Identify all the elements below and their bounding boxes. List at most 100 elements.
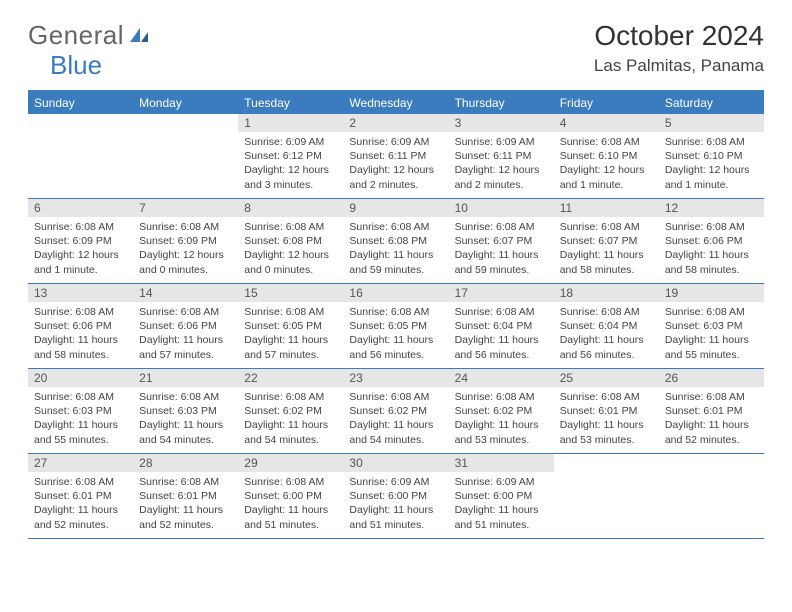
day-cell: 23Sunrise: 6:08 AM Sunset: 6:02 PM Dayli… [343,369,448,453]
day-number: 23 [343,369,448,387]
day-text: Sunrise: 6:08 AM Sunset: 6:03 PM Dayligh… [659,302,764,368]
day-number: 31 [449,454,554,472]
day-number: 22 [238,369,343,387]
day-text: Sunrise: 6:08 AM Sunset: 6:01 PM Dayligh… [28,472,133,538]
day-cell [133,114,238,198]
day-text [659,458,764,467]
day-number: 1 [238,114,343,132]
day-number: 30 [343,454,448,472]
weekday-sat: Saturday [659,92,764,114]
weeks-container: 1Sunrise: 6:09 AM Sunset: 6:12 PM Daylig… [28,114,764,539]
day-cell [659,454,764,538]
day-cell: 10Sunrise: 6:08 AM Sunset: 6:07 PM Dayli… [449,199,554,283]
day-text: Sunrise: 6:08 AM Sunset: 6:01 PM Dayligh… [133,472,238,538]
day-cell: 18Sunrise: 6:08 AM Sunset: 6:04 PM Dayli… [554,284,659,368]
day-cell: 25Sunrise: 6:08 AM Sunset: 6:01 PM Dayli… [554,369,659,453]
day-number: 2 [343,114,448,132]
day-cell: 30Sunrise: 6:09 AM Sunset: 6:00 PM Dayli… [343,454,448,538]
logo-sail-icon [128,20,150,51]
day-text: Sunrise: 6:08 AM Sunset: 6:02 PM Dayligh… [343,387,448,453]
day-text: Sunrise: 6:08 AM Sunset: 6:02 PM Dayligh… [238,387,343,453]
day-text [554,458,659,467]
day-number: 8 [238,199,343,217]
day-text: Sunrise: 6:08 AM Sunset: 6:10 PM Dayligh… [659,132,764,198]
day-number: 24 [449,369,554,387]
day-cell: 31Sunrise: 6:09 AM Sunset: 6:00 PM Dayli… [449,454,554,538]
day-number: 20 [28,369,133,387]
day-cell: 7Sunrise: 6:08 AM Sunset: 6:09 PM Daylig… [133,199,238,283]
day-number: 13 [28,284,133,302]
day-text: Sunrise: 6:08 AM Sunset: 6:05 PM Dayligh… [238,302,343,368]
weekday-tue: Tuesday [238,92,343,114]
day-cell: 19Sunrise: 6:08 AM Sunset: 6:03 PM Dayli… [659,284,764,368]
week-row: 1Sunrise: 6:09 AM Sunset: 6:12 PM Daylig… [28,114,764,199]
day-text: Sunrise: 6:08 AM Sunset: 6:05 PM Dayligh… [343,302,448,368]
day-text: Sunrise: 6:09 AM Sunset: 6:00 PM Dayligh… [343,472,448,538]
day-cell: 6Sunrise: 6:08 AM Sunset: 6:09 PM Daylig… [28,199,133,283]
day-text: Sunrise: 6:08 AM Sunset: 6:06 PM Dayligh… [28,302,133,368]
day-text: Sunrise: 6:08 AM Sunset: 6:00 PM Dayligh… [238,472,343,538]
day-text: Sunrise: 6:08 AM Sunset: 6:08 PM Dayligh… [343,217,448,283]
day-cell: 21Sunrise: 6:08 AM Sunset: 6:03 PM Dayli… [133,369,238,453]
day-text: Sunrise: 6:08 AM Sunset: 6:07 PM Dayligh… [449,217,554,283]
week-row: 20Sunrise: 6:08 AM Sunset: 6:03 PM Dayli… [28,369,764,454]
day-cell: 12Sunrise: 6:08 AM Sunset: 6:06 PM Dayli… [659,199,764,283]
day-text [133,118,238,127]
day-cell: 4Sunrise: 6:08 AM Sunset: 6:10 PM Daylig… [554,114,659,198]
day-text: Sunrise: 6:09 AM Sunset: 6:12 PM Dayligh… [238,132,343,198]
day-number: 3 [449,114,554,132]
day-number: 4 [554,114,659,132]
day-number: 21 [133,369,238,387]
weekday-fri: Friday [554,92,659,114]
day-number: 5 [659,114,764,132]
day-number: 29 [238,454,343,472]
day-text: Sunrise: 6:09 AM Sunset: 6:00 PM Dayligh… [449,472,554,538]
day-cell [554,454,659,538]
day-number: 28 [133,454,238,472]
day-text: Sunrise: 6:08 AM Sunset: 6:04 PM Dayligh… [554,302,659,368]
day-text: Sunrise: 6:08 AM Sunset: 6:10 PM Dayligh… [554,132,659,198]
day-number: 27 [28,454,133,472]
day-cell: 26Sunrise: 6:08 AM Sunset: 6:01 PM Dayli… [659,369,764,453]
logo-text-1: General [28,20,124,51]
calendar: Sunday Monday Tuesday Wednesday Thursday… [28,90,764,539]
day-cell: 28Sunrise: 6:08 AM Sunset: 6:01 PM Dayli… [133,454,238,538]
day-cell: 11Sunrise: 6:08 AM Sunset: 6:07 PM Dayli… [554,199,659,283]
day-text: Sunrise: 6:08 AM Sunset: 6:03 PM Dayligh… [28,387,133,453]
day-number: 10 [449,199,554,217]
day-number: 26 [659,369,764,387]
weekday-thu: Thursday [449,92,554,114]
day-text: Sunrise: 6:08 AM Sunset: 6:06 PM Dayligh… [659,217,764,283]
day-text: Sunrise: 6:08 AM Sunset: 6:02 PM Dayligh… [449,387,554,453]
day-text: Sunrise: 6:08 AM Sunset: 6:08 PM Dayligh… [238,217,343,283]
day-text: Sunrise: 6:08 AM Sunset: 6:01 PM Dayligh… [554,387,659,453]
weekday-wed: Wednesday [343,92,448,114]
day-cell: 1Sunrise: 6:09 AM Sunset: 6:12 PM Daylig… [238,114,343,198]
day-number: 12 [659,199,764,217]
day-number: 14 [133,284,238,302]
day-text: Sunrise: 6:08 AM Sunset: 6:04 PM Dayligh… [449,302,554,368]
day-number: 11 [554,199,659,217]
day-text [28,118,133,127]
header: General October 2024 Las Palmitas, Panam… [28,20,764,76]
day-cell: 13Sunrise: 6:08 AM Sunset: 6:06 PM Dayli… [28,284,133,368]
week-row: 6Sunrise: 6:08 AM Sunset: 6:09 PM Daylig… [28,199,764,284]
day-cell: 14Sunrise: 6:08 AM Sunset: 6:06 PM Dayli… [133,284,238,368]
day-text: Sunrise: 6:08 AM Sunset: 6:06 PM Dayligh… [133,302,238,368]
month-title: October 2024 [594,20,764,52]
day-number: 6 [28,199,133,217]
day-number: 17 [449,284,554,302]
day-cell: 9Sunrise: 6:08 AM Sunset: 6:08 PM Daylig… [343,199,448,283]
day-cell: 22Sunrise: 6:08 AM Sunset: 6:02 PM Dayli… [238,369,343,453]
day-number: 16 [343,284,448,302]
week-row: 13Sunrise: 6:08 AM Sunset: 6:06 PM Dayli… [28,284,764,369]
weekday-mon: Monday [133,92,238,114]
day-number: 25 [554,369,659,387]
day-cell: 3Sunrise: 6:09 AM Sunset: 6:11 PM Daylig… [449,114,554,198]
logo: General [28,20,150,51]
weekday-row: Sunday Monday Tuesday Wednesday Thursday… [28,92,764,114]
day-text: Sunrise: 6:08 AM Sunset: 6:09 PM Dayligh… [133,217,238,283]
day-number: 18 [554,284,659,302]
weekday-sun: Sunday [28,92,133,114]
day-text: Sunrise: 6:08 AM Sunset: 6:03 PM Dayligh… [133,387,238,453]
